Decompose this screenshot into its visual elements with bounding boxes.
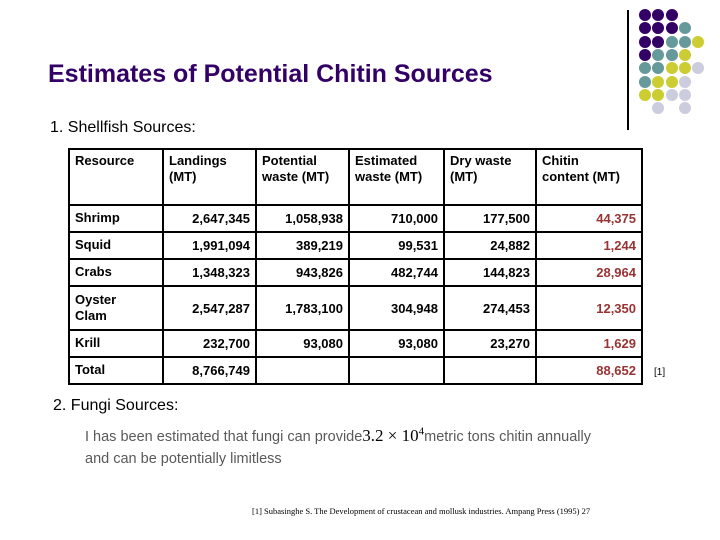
section-heading-fungi: 2. Fungi Sources: <box>53 397 179 414</box>
decorative-dot <box>665 88 678 101</box>
decorative-dot <box>678 22 691 35</box>
table-cell: 88,652 <box>535 356 643 385</box>
decorative-dot <box>678 62 691 75</box>
table-cell: Total <box>68 356 164 385</box>
table-cell: 1,244 <box>535 231 643 260</box>
fungi-text-before: I has been estimated that fungi can prov… <box>85 429 363 445</box>
citation-footnote: [1] Subasinghe S. The Development of cru… <box>252 506 591 516</box>
decorative-dot <box>678 35 691 48</box>
decorative-dot <box>692 35 705 48</box>
decorative-dot <box>665 62 678 75</box>
table-cell <box>255 356 350 385</box>
decorative-dot <box>652 102 665 115</box>
decorative-dot <box>678 102 691 115</box>
column-header-resource: Resource <box>68 148 164 206</box>
fungi-paragraph: I has been estimated that fungi can prov… <box>85 423 665 471</box>
column-header-potential-waste: Potential waste (MT) <box>255 148 350 206</box>
table-cell: 1,783,100 <box>255 285 350 331</box>
decorative-dot <box>652 9 665 21</box>
table-cell: 304,948 <box>348 285 445 331</box>
table-cell: Krill <box>68 329 164 358</box>
decorative-dot <box>678 88 691 101</box>
table-cell: 93,080 <box>255 329 350 358</box>
column-header-dry-waste: Dry waste (MT) <box>443 148 537 206</box>
decorative-dot <box>652 62 665 75</box>
decorative-dot <box>678 75 691 88</box>
table-cell: Shrimp <box>68 204 164 233</box>
column-header-estimated-waste: Estimated waste (MT) <box>348 148 445 206</box>
shellfish-sources-table: Resource Landings (MT) Potential waste (… <box>68 148 643 385</box>
table-cell: 710,000 <box>348 204 445 233</box>
table-cell: 24,882 <box>443 231 537 260</box>
decorative-dot <box>639 48 651 61</box>
table-cell <box>348 356 445 385</box>
table-cell: 8,766,749 <box>162 356 257 385</box>
table-row-shrimp: Shrimp 2,647,345 1,058,938 710,000 177,5… <box>68 204 643 233</box>
table-cell: 23,270 <box>443 329 537 358</box>
table-cell: 144,823 <box>443 258 537 287</box>
decorative-dot <box>678 48 691 61</box>
footnote-reference-marker: [1] <box>654 367 666 378</box>
table-row-squid: Squid 1,991,094 389,219 99,531 24,882 1,… <box>68 231 643 260</box>
equation-base: 3.2 × 10 <box>362 426 419 445</box>
table-cell: 1,991,094 <box>162 231 257 260</box>
decorative-dot <box>652 75 665 88</box>
fungi-text-after: metric tons chitin annually <box>424 429 591 445</box>
dot-pattern <box>639 9 711 121</box>
table-cell: 1,629 <box>535 329 643 358</box>
table-cell: 177,500 <box>443 204 537 233</box>
decorative-dot <box>652 88 665 101</box>
table-cell: 943,826 <box>255 258 350 287</box>
table-cell: 2,647,345 <box>162 204 257 233</box>
table-row-krill: Krill 232,700 93,080 93,080 23,270 1,629 <box>68 329 643 358</box>
decorative-vertical-line <box>627 10 629 130</box>
equation-exponent: 4 <box>418 425 425 438</box>
table-cell: 1,058,938 <box>255 204 350 233</box>
scientific-notation-equation: 3.2 × 104 <box>362 426 424 445</box>
table-row-total: Total 8,766,749 88,652 <box>68 356 643 385</box>
table-cell: Oyster Clam <box>68 285 164 331</box>
table-cell <box>443 356 537 385</box>
decorative-dot <box>639 9 651 21</box>
decorative-dot <box>652 48 665 61</box>
table-cell: Squid <box>68 231 164 260</box>
decorative-dot <box>665 75 678 88</box>
table-cell: Crabs <box>68 258 164 287</box>
column-header-chitin-content: Chitin content (MT) <box>535 148 643 206</box>
decorative-dot <box>639 22 651 35</box>
fungi-text-line2: and can be potentially limitless <box>85 450 282 467</box>
decorative-dot <box>639 62 651 75</box>
decorative-dot <box>665 35 678 48</box>
decorative-dot <box>639 88 651 101</box>
section-heading-shellfish: 1. Shellfish Sources: <box>50 119 196 136</box>
table-row-oyster-clam: Oyster Clam 2,547,287 1,783,100 304,948 … <box>68 285 643 331</box>
decorative-dot <box>665 48 678 61</box>
decorative-dot <box>665 9 678 21</box>
table-cell: 389,219 <box>255 231 350 260</box>
table-cell: 482,744 <box>348 258 445 287</box>
table-cell: 28,964 <box>535 258 643 287</box>
table-cell: 99,531 <box>348 231 445 260</box>
table-row-crabs: Crabs 1,348,323 943,826 482,744 144,823 … <box>68 258 643 287</box>
table-header-row: Resource Landings (MT) Potential waste (… <box>68 148 643 206</box>
table-cell: 12,350 <box>535 285 643 331</box>
decorative-dot <box>652 35 665 48</box>
table-cell: 274,453 <box>443 285 537 331</box>
decorative-dot <box>692 62 705 75</box>
decorative-dot <box>639 75 651 88</box>
table-cell: 1,348,323 <box>162 258 257 287</box>
decorative-dot <box>639 35 651 48</box>
slide-title: Estimates of Potential Chitin Sources <box>48 60 493 88</box>
decorative-dot <box>665 22 678 35</box>
decorative-dot <box>652 22 665 35</box>
column-header-landings: Landings (MT) <box>162 148 257 206</box>
table-cell: 2,547,287 <box>162 285 257 331</box>
table-cell: 44,375 <box>535 204 643 233</box>
table-cell: 93,080 <box>348 329 445 358</box>
table-cell: 232,700 <box>162 329 257 358</box>
